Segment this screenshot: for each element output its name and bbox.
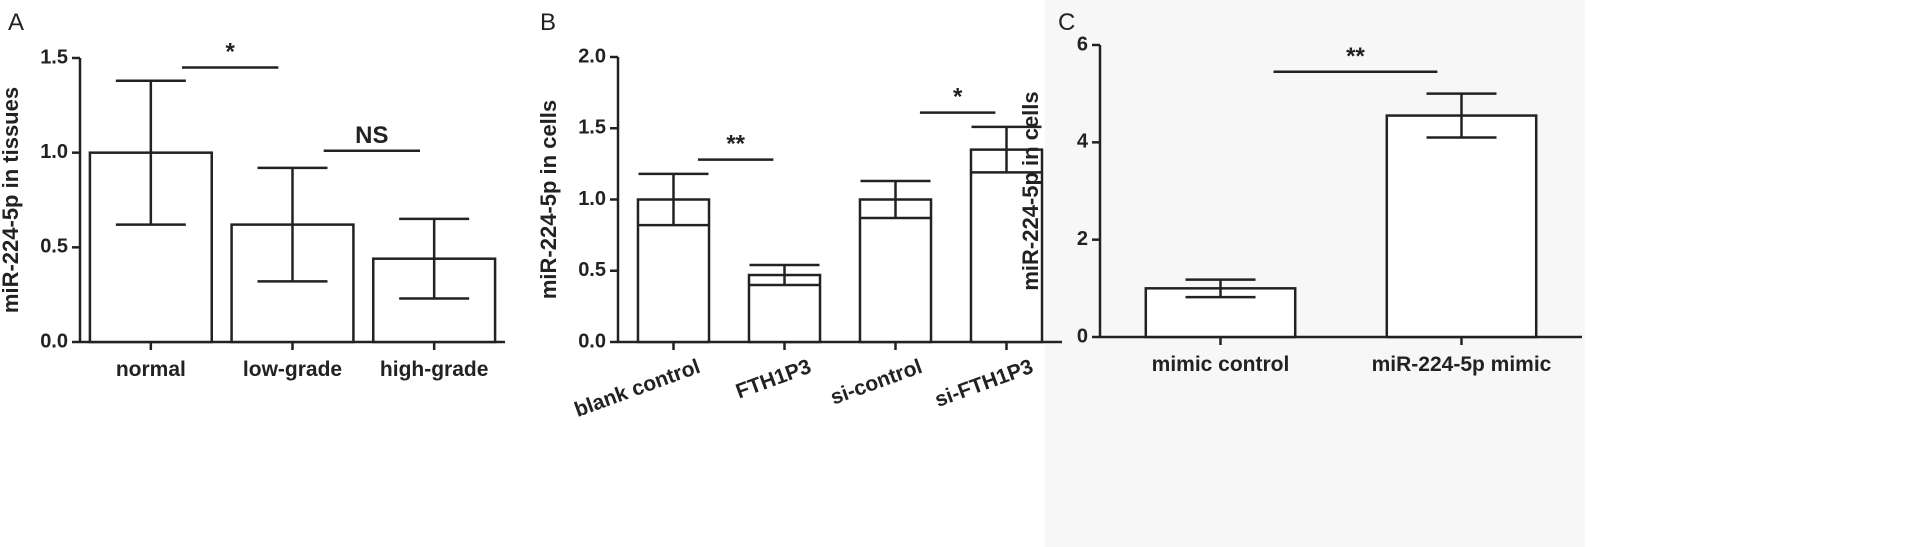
significance-label: ** bbox=[726, 131, 745, 158]
x-tick-label: miR-224-5p mimic bbox=[1372, 353, 1552, 376]
y-tick-label: 2.0 bbox=[578, 45, 606, 67]
x-tick-label: normal bbox=[116, 358, 186, 381]
y-axis-label: miR-224-5p in cells bbox=[1018, 91, 1043, 290]
y-tick-label: 0.0 bbox=[40, 330, 68, 352]
significance-label: ** bbox=[1346, 43, 1365, 70]
y-tick-label: 1.0 bbox=[40, 141, 68, 163]
bar bbox=[858, 198, 933, 344]
significance-label: * bbox=[225, 38, 235, 65]
y-tick-label: 2 bbox=[1077, 228, 1088, 250]
x-tick-label: FTH1P3 bbox=[733, 355, 814, 403]
y-tick-label: 0.5 bbox=[578, 259, 606, 281]
panel-label: A bbox=[8, 9, 24, 36]
y-tick-label: 6 bbox=[1077, 33, 1088, 55]
y-tick-label: 0.5 bbox=[40, 236, 68, 258]
significance-label: * bbox=[953, 84, 963, 111]
x-tick-label: si-FTH1P3 bbox=[932, 355, 1036, 412]
y-tick-label: 1.0 bbox=[578, 188, 606, 210]
x-tick-label: blank control bbox=[571, 355, 703, 422]
x-tick-label: high-grade bbox=[380, 358, 489, 381]
y-tick-label: 1.5 bbox=[578, 117, 606, 139]
y-axis-label: miR-224-5p in tissues bbox=[0, 87, 23, 313]
panel-label: B bbox=[540, 9, 556, 36]
panel-label: C bbox=[1058, 9, 1075, 36]
bar bbox=[969, 148, 1044, 344]
y-tick-label: 4 bbox=[1077, 131, 1089, 153]
y-tick-label: 0.0 bbox=[578, 330, 606, 352]
y-tick-label: 1.5 bbox=[40, 46, 68, 68]
x-tick-label: low-grade bbox=[243, 358, 342, 381]
bar bbox=[1385, 114, 1538, 339]
y-tick-label: 0 bbox=[1077, 325, 1088, 347]
y-axis-label: miR-224-5p in cells bbox=[536, 100, 561, 299]
significance-label: NS bbox=[355, 122, 388, 149]
x-tick-label: mimic control bbox=[1152, 353, 1290, 376]
x-tick-label: si-control bbox=[827, 355, 925, 409]
